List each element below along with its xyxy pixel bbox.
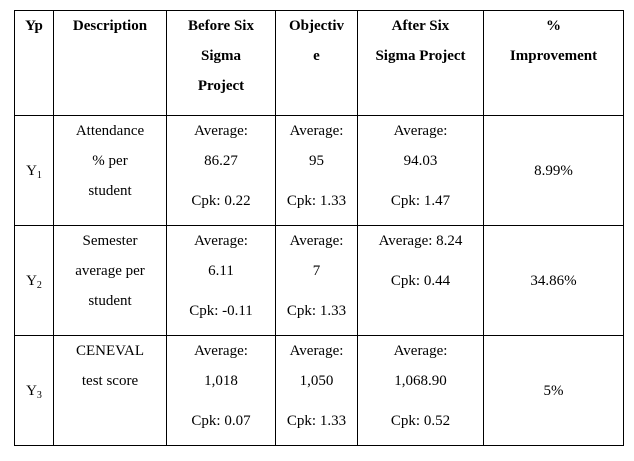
header-before: Before Six Sigma Project	[166, 10, 276, 116]
header-description-text: Description	[72, 18, 148, 34]
table-row: Y1 Attendance % per student Average: 86.…	[14, 115, 624, 226]
cpk-value: Cpk: 1.33	[286, 193, 347, 209]
cpk-value: Cpk: 1.33	[286, 303, 347, 319]
improvement-cell: 34.86%	[483, 225, 624, 336]
before-cell: Average: 6.11 Cpk: -0.11	[166, 225, 276, 336]
average-value: 94.03	[403, 153, 438, 169]
header-after-line-1: After Six	[391, 18, 450, 34]
description-line: % per	[92, 153, 128, 169]
before-cell: Average: 1,018 Cpk: 0.07	[166, 335, 276, 446]
cpk-value: Cpk: 1.47	[390, 193, 451, 209]
header-before-line-3: Project	[197, 78, 245, 94]
header-before-line-2: Sigma	[200, 48, 241, 64]
table-row: Y2 Semester average per student Average:…	[14, 225, 624, 336]
description-cell: Attendance % per student	[53, 115, 167, 226]
cpk-value: Cpk: 1.33	[286, 413, 347, 429]
header-improvement-line-1: %	[546, 18, 561, 34]
description-line: CENEVAL	[75, 343, 145, 359]
average-label: Average:	[289, 233, 344, 249]
average-value: 6.11	[208, 263, 234, 279]
header-objective: Objectiv e	[275, 10, 358, 116]
header-yp-text: Yp	[25, 18, 43, 34]
description-line: student	[88, 183, 132, 199]
description-cell: CENEVAL test score	[53, 335, 167, 446]
average-label: Average:	[393, 343, 448, 359]
average-value: 95	[309, 153, 324, 169]
header-before-line-1: Before Six	[188, 18, 254, 34]
header-improvement: % Improvement	[483, 10, 624, 116]
after-cell: Average: 94.03 Cpk: 1.47	[357, 115, 484, 226]
cpk-value: Cpk: 0.52	[390, 413, 451, 429]
description-cell: Semester average per student	[53, 225, 167, 336]
description-line: average per	[75, 263, 145, 279]
average-value: 7	[312, 263, 321, 279]
description-line: test score	[81, 373, 139, 389]
average-value: 86.27	[204, 153, 238, 169]
yp-label: Y2	[26, 272, 42, 291]
cpk-value: Cpk: 0.44	[390, 273, 451, 289]
improvement-cell: 8.99%	[483, 115, 624, 226]
header-yp: Yp	[14, 10, 54, 116]
description-line: student	[88, 293, 132, 309]
improvement-value: 5%	[543, 382, 564, 399]
average-label: Average:	[393, 123, 448, 139]
yp-cell: Y2	[14, 225, 54, 336]
yp-label: Y1	[26, 162, 42, 181]
cpk-value: Cpk: 0.07	[191, 413, 251, 429]
header-improvement-line-2: Improvement	[509, 48, 598, 64]
header-objective-line-2: e	[313, 48, 320, 64]
objective-cell: Average: 95 Cpk: 1.33	[275, 115, 358, 226]
average-label: Average:	[194, 123, 248, 139]
yp-cell: Y1	[14, 115, 54, 226]
improvement-value: 34.86%	[530, 272, 577, 289]
after-cell: Average: 8.24 Cpk: 0.44	[357, 225, 484, 336]
objective-cell: Average: 1,050 Cpk: 1.33	[275, 335, 358, 446]
six-sigma-results-table: Yp Description Before Six Sigma Project …	[14, 10, 624, 446]
after-cell: Average: 1,068.90 Cpk: 0.52	[357, 335, 484, 446]
header-row: Yp Description Before Six Sigma Project …	[14, 10, 624, 116]
before-cell: Average: 86.27 Cpk: 0.22	[166, 115, 276, 226]
objective-cell: Average: 7 Cpk: 1.33	[275, 225, 358, 336]
cpk-value: Cpk: -0.11	[189, 303, 253, 319]
yp-label: Y3	[26, 382, 42, 401]
description-line: Attendance	[75, 123, 145, 139]
improvement-cell: 5%	[483, 335, 624, 446]
improvement-value: 8.99%	[534, 162, 573, 179]
average-label: Average:	[289, 123, 344, 139]
average-value: 1,068.90	[394, 373, 447, 389]
average-value: 1,050	[299, 373, 334, 389]
average-label: Average:	[194, 343, 248, 359]
yp-cell: Y3	[14, 335, 54, 446]
header-after-line-2: Sigma Project	[375, 48, 466, 64]
table-row: Y3 CENEVAL test score Average: 1,018 Cpk…	[14, 335, 624, 446]
average-value: 1,018	[204, 373, 238, 389]
cpk-value: Cpk: 0.22	[191, 193, 251, 209]
description-line: Semester	[82, 233, 138, 249]
average-label: Average:	[194, 233, 248, 249]
average-label: Average:	[289, 343, 344, 359]
header-description: Description	[53, 10, 167, 116]
header-objective-line-1: Objectiv	[289, 18, 344, 34]
average-line: Average: 8.24	[378, 233, 463, 249]
header-after: After Six Sigma Project	[357, 10, 484, 116]
